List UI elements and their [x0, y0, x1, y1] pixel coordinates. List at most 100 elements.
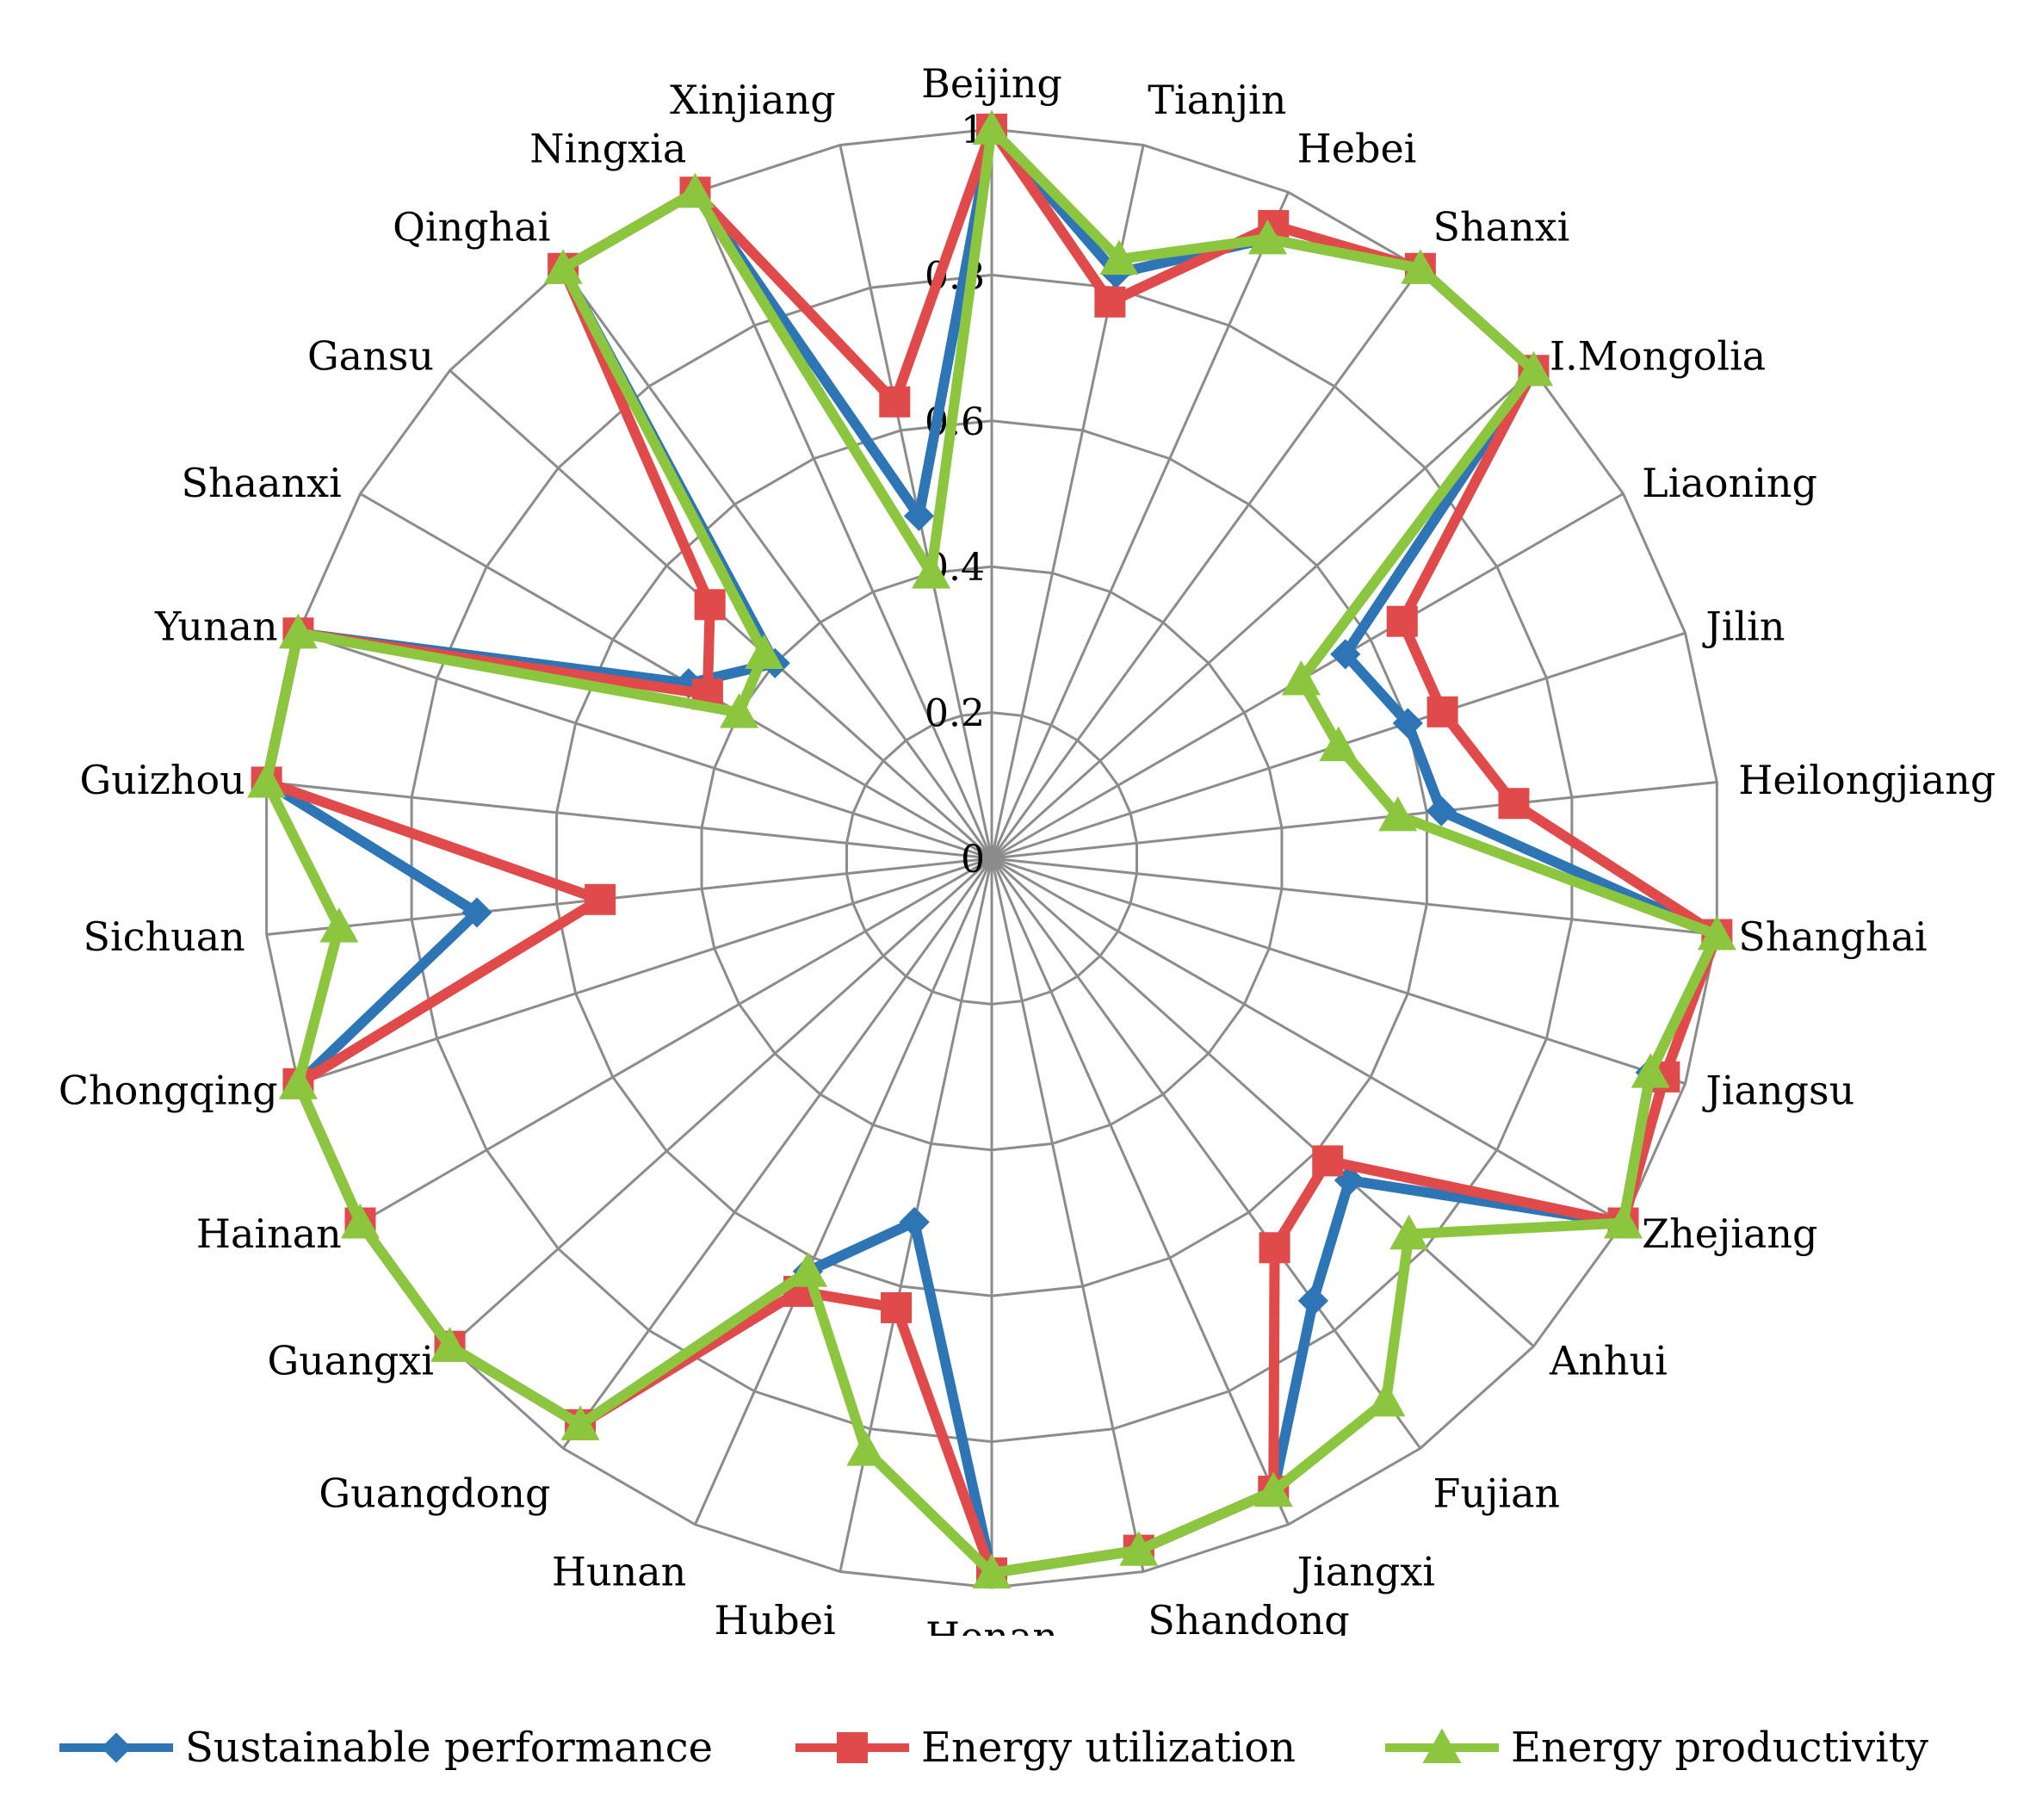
radar-grid: [265, 127, 1718, 1589]
category-label: Jilin: [1702, 604, 1785, 650]
data-point: [879, 386, 911, 418]
data-point: [788, 1252, 827, 1287]
data-point: [543, 249, 583, 284]
data-point: [1378, 795, 1418, 832]
data-series: [247, 109, 1736, 1589]
category-label: Anhui: [1549, 1337, 1668, 1384]
category-label: Guangdong: [319, 1470, 550, 1516]
legend-label: Sustainable performance: [185, 1724, 713, 1772]
legend-swatch-diamond: [59, 1732, 173, 1763]
grid-spoke: [561, 857, 993, 1450]
data-point: [247, 762, 287, 798]
data-point: [912, 554, 951, 589]
data-point: [1392, 708, 1423, 739]
data-point: [1389, 1214, 1429, 1250]
category-label: Ningxia: [529, 125, 686, 171]
legend-item-energy-utilization: Energy utilization: [792, 1713, 1296, 1782]
category-label: Guizhou: [80, 757, 245, 803]
grid-spoke: [991, 857, 1686, 1086]
legend-item-energy-productivity: Energy productivity: [1382, 1713, 1928, 1782]
data-point: [430, 1327, 470, 1362]
tick-label: 0: [961, 838, 985, 882]
data-point: [694, 589, 726, 621]
data-point: [1259, 1232, 1290, 1264]
grid-spoke: [266, 780, 993, 860]
data-point: [675, 172, 715, 208]
data-point: [1247, 219, 1287, 255]
data-point: [1330, 639, 1361, 670]
category-label: Yunan: [154, 604, 278, 650]
data-point: [1631, 1053, 1670, 1088]
legend-item-sustainable-performance: Sustainable performance: [56, 1713, 713, 1782]
grid-spoke: [990, 369, 1535, 860]
series-energy-productivity: [247, 109, 1736, 1589]
data-point: [745, 634, 784, 669]
category-label: I.Mongolia: [1550, 333, 1766, 380]
grid-spoke: [990, 857, 1535, 1347]
category-label: Jiangxi: [1294, 1549, 1435, 1595]
data-point: [972, 1553, 1012, 1589]
category-label: Chongqing: [59, 1067, 278, 1113]
grid-spoke: [990, 267, 1422, 859]
grid-spoke: [694, 191, 993, 859]
data-point: [1319, 726, 1358, 762]
data-point: [340, 1204, 380, 1239]
category-label: Xinjiang: [670, 77, 836, 123]
grid-spoke: [990, 191, 1290, 859]
data-point: [972, 109, 1012, 145]
category-label: Shaanxi: [182, 460, 342, 506]
data-point: [1119, 1531, 1159, 1566]
category-label: Jiangsu: [1702, 1067, 1854, 1113]
data-point: [1401, 249, 1440, 284]
grid-spoke: [839, 145, 993, 859]
data-point: [1094, 286, 1126, 318]
category-label: Hunan: [552, 1549, 686, 1595]
legend-marker: [1422, 1728, 1462, 1763]
category-label: Qinghai: [393, 204, 550, 251]
grid-spoke: [694, 857, 993, 1526]
data-point: [720, 693, 759, 728]
data-point: [1253, 1471, 1293, 1507]
category-label: Tianjin: [1148, 77, 1286, 123]
data-point: [1312, 1145, 1344, 1177]
data-point: [585, 883, 616, 915]
data-point: [1513, 350, 1553, 387]
data-point: [881, 1291, 913, 1323]
legend-marker: [837, 1732, 868, 1763]
data-point: [903, 500, 935, 531]
legend-label: Energy productivity: [1511, 1724, 1929, 1772]
data-point: [461, 897, 492, 928]
data-point: [278, 1064, 318, 1099]
category-label: Hebei: [1297, 125, 1417, 171]
category-label: Shanxi: [1433, 204, 1570, 251]
grid-spoke: [990, 857, 1145, 1572]
grid-spoke: [991, 857, 1717, 937]
grid-spoke: [359, 492, 993, 860]
legend-label: Energy utilization: [921, 1724, 1296, 1772]
data-point: [1498, 788, 1530, 820]
data-point: [1366, 1381, 1406, 1417]
legend: Sustainable performance Energy utilizati…: [0, 1713, 2036, 1782]
data-point: [899, 1206, 930, 1238]
category-label: Heilongjiang: [1738, 757, 1996, 803]
data-point: [1697, 915, 1736, 950]
legend-marker: [101, 1732, 132, 1763]
grid-spoke: [297, 857, 993, 1086]
category-label: Gansu: [307, 333, 434, 380]
grid-spoke: [991, 780, 1717, 860]
category-label: Hubei: [715, 1597, 836, 1636]
category-label: Beijing: [921, 60, 1062, 107]
grid-spoke: [990, 857, 1290, 1526]
legend-swatch-square: [795, 1732, 909, 1763]
data-point: [846, 1431, 886, 1466]
data-point: [1426, 696, 1458, 727]
data-point: [1334, 1165, 1365, 1196]
data-point: [673, 668, 704, 699]
data-point: [1099, 239, 1139, 275]
data-point: [319, 907, 359, 943]
legend-swatch-triangle: [1385, 1728, 1499, 1763]
data-point: [560, 1405, 600, 1440]
tick-label: 0.2: [925, 692, 985, 736]
category-label: Zhejiang: [1642, 1210, 1817, 1257]
category-label: Sichuan: [83, 913, 244, 960]
